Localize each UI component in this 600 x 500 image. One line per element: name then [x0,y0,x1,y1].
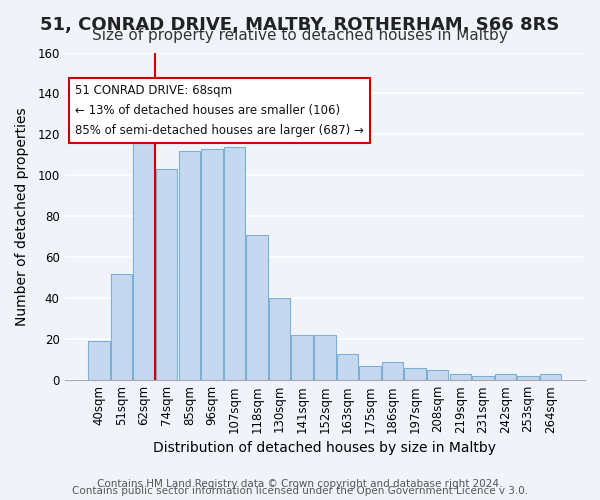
Bar [404,368,426,380]
Text: 51, CONRAD DRIVE, MALTBY, ROTHERHAM, S66 8RS: 51, CONRAD DRIVE, MALTBY, ROTHERHAM, S66… [40,16,560,34]
Bar [314,335,335,380]
Bar [111,274,132,380]
Bar [269,298,290,380]
Bar [133,132,155,380]
Bar [224,146,245,380]
Bar [247,235,268,380]
Bar [495,374,516,380]
Bar [472,376,494,380]
Bar [517,376,539,380]
Bar [427,370,448,380]
Bar [449,374,471,380]
Y-axis label: Number of detached properties: Number of detached properties [15,107,29,326]
Text: Contains HM Land Registry data © Crown copyright and database right 2024.: Contains HM Land Registry data © Crown c… [97,479,503,489]
Bar [179,151,200,380]
Bar [382,362,403,380]
Bar [156,169,178,380]
Text: 51 CONRAD DRIVE: 68sqm
← 13% of detached houses are smaller (106)
85% of semi-de: 51 CONRAD DRIVE: 68sqm ← 13% of detached… [75,84,364,136]
Bar [337,354,358,380]
Text: Contains public sector information licensed under the Open Government Licence v : Contains public sector information licen… [72,486,528,496]
Bar [201,149,223,380]
Bar [88,342,110,380]
Text: Size of property relative to detached houses in Maltby: Size of property relative to detached ho… [92,28,508,43]
Bar [359,366,380,380]
Bar [292,335,313,380]
Bar [540,374,562,380]
X-axis label: Distribution of detached houses by size in Maltby: Distribution of detached houses by size … [153,441,496,455]
